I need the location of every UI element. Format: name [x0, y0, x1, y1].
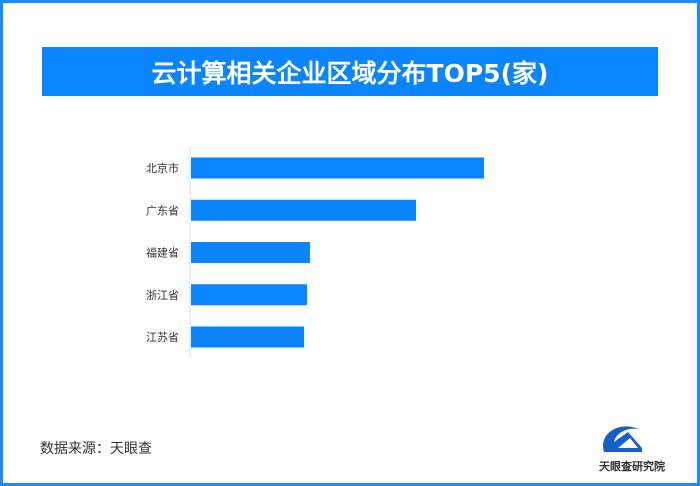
category-label: 福建省	[146, 246, 179, 260]
chart-title: 云计算相关企业区域分布TOP5(家)	[42, 47, 658, 96]
bar-0	[191, 157, 484, 179]
bar-2	[191, 242, 310, 263]
bar-1	[191, 199, 417, 221]
category-label: 江苏省	[146, 331, 179, 344]
category-label: 北京市	[146, 161, 179, 175]
logo: 天眼查研究院	[592, 418, 672, 474]
category-label: 浙江省	[146, 289, 179, 302]
category-label: 广东省	[146, 204, 179, 217]
bar-4	[191, 326, 305, 348]
data-source: 数据来源：天眼查	[40, 441, 152, 457]
bar-3	[191, 284, 308, 306]
logo-text: 天眼查研究院	[599, 460, 665, 473]
logo-icon	[603, 426, 642, 452]
